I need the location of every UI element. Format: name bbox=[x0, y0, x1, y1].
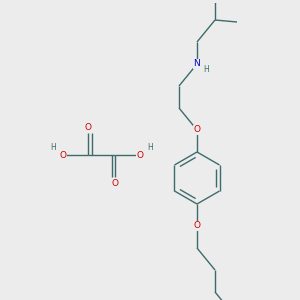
Text: H: H bbox=[147, 142, 153, 152]
Text: O: O bbox=[136, 151, 143, 160]
Text: O: O bbox=[212, 0, 218, 2]
Text: O: O bbox=[194, 125, 200, 134]
Text: O: O bbox=[59, 151, 67, 160]
Text: O: O bbox=[112, 178, 118, 188]
Text: H: H bbox=[203, 65, 209, 74]
Text: O: O bbox=[194, 221, 200, 230]
Text: N: N bbox=[194, 59, 200, 68]
Text: H: H bbox=[50, 142, 56, 152]
Text: O: O bbox=[85, 122, 92, 131]
